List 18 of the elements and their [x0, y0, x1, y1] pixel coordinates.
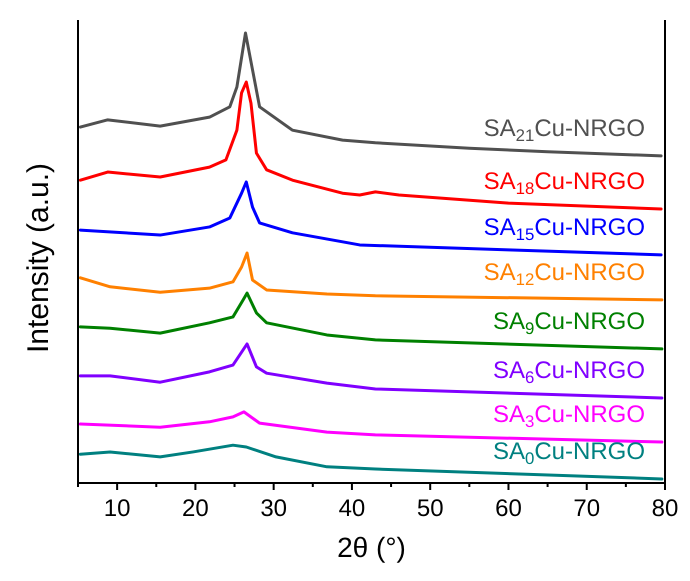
x-tick-label: 10	[104, 495, 130, 522]
x-tick-label: 70	[573, 495, 600, 522]
y-axis-title: Intensity (a.u.)	[22, 162, 55, 354]
series-label: SA$_{6}$Cu-NRGO	[492, 356, 645, 388]
series-label: SA$_{3}$Cu-NRGO	[492, 401, 645, 432]
x-tick-label: 40	[338, 495, 366, 522]
x-tick-label: 50	[416, 495, 444, 522]
x-tick-label: 20	[182, 495, 209, 522]
x-tick-label: 30	[260, 495, 288, 522]
series-label: SA$_{12}$Cu-NRGO	[484, 258, 645, 289]
x-tick-label: 80	[652, 495, 678, 522]
series-label: SA$_{15}$Cu-NRGO	[484, 214, 645, 244]
x-tick-label: 60	[495, 495, 522, 522]
x-axis-title: 2θ (°)	[337, 532, 406, 563]
series-label: SA$_{21}$Cu-NRGO	[484, 114, 645, 145]
series-label: SA$_{0}$Cu-NRGO	[492, 438, 645, 468]
series-label: SA$_{18}$Cu-NRGO	[484, 168, 645, 198]
series-label: SA$_{9}$Cu-NRGO	[492, 308, 645, 338]
